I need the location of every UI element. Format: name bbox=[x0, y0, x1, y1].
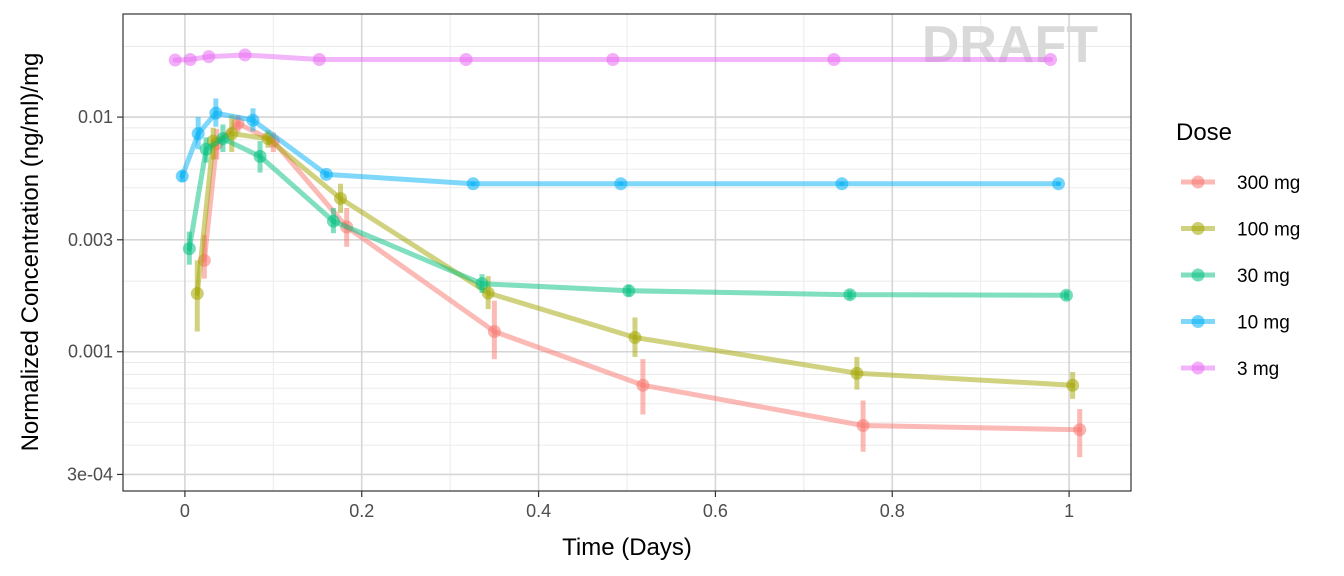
data-point bbox=[466, 177, 480, 191]
y-tick-label: 3e-04 bbox=[67, 464, 113, 484]
series-layer bbox=[168, 48, 1087, 458]
legend-item-10mg: 10 mg bbox=[1181, 313, 1290, 334]
x-tick-label: 0 bbox=[180, 501, 190, 521]
plot-panel-border bbox=[122, 13, 1132, 492]
y-tick-label: 0.003 bbox=[68, 230, 113, 250]
data-point bbox=[190, 287, 204, 301]
legend-label: 100 mg bbox=[1237, 220, 1300, 241]
x-tick-label: 0.6 bbox=[703, 501, 728, 521]
legend-key-point bbox=[1191, 222, 1205, 235]
data-point bbox=[168, 53, 182, 67]
data-point bbox=[182, 242, 196, 256]
data-point bbox=[622, 284, 636, 298]
data-point bbox=[827, 52, 841, 66]
legend-key-point bbox=[1191, 268, 1205, 282]
data-point bbox=[246, 113, 260, 127]
legend: Dose 300 mg 100 mg 30 mg 10 mg 3 mg bbox=[1176, 119, 1300, 380]
data-point bbox=[1066, 378, 1080, 392]
x-axis-title: Time (Days) bbox=[562, 534, 692, 561]
data-point bbox=[1044, 52, 1058, 66]
x-tick-label: 0.8 bbox=[880, 501, 905, 521]
y-tick-label: 0.001 bbox=[68, 342, 113, 362]
legend-key-point bbox=[1191, 175, 1205, 189]
y-axis-title: Normalized Concentration (ng/ml)/mg bbox=[17, 53, 44, 452]
watermark: DRAFT bbox=[922, 16, 1098, 74]
data-point bbox=[326, 214, 340, 228]
x-tick-label: 0.4 bbox=[526, 501, 551, 521]
data-point bbox=[202, 50, 216, 64]
data-point bbox=[614, 177, 628, 191]
x-tick-label: 0.2 bbox=[349, 501, 374, 521]
data-point bbox=[175, 169, 189, 183]
data-point bbox=[1073, 423, 1087, 437]
data-point bbox=[183, 52, 197, 66]
data-point bbox=[334, 191, 348, 205]
data-point bbox=[843, 288, 857, 302]
legend-key-point bbox=[1191, 315, 1205, 328]
data-point bbox=[475, 277, 489, 291]
legend-item-100mg: 100 mg bbox=[1181, 220, 1300, 241]
data-point bbox=[238, 48, 252, 62]
data-point bbox=[319, 167, 333, 181]
data-point bbox=[636, 378, 650, 392]
y-tick-label: 0.01 bbox=[78, 107, 113, 127]
data-point bbox=[856, 418, 870, 432]
legend-label: 30 mg bbox=[1237, 266, 1290, 287]
data-point bbox=[209, 106, 223, 120]
data-point bbox=[481, 286, 495, 300]
data-point bbox=[459, 52, 473, 66]
legend-item-3mg: 3 mg bbox=[1181, 359, 1279, 380]
legend-item-300mg: 300 mg bbox=[1181, 173, 1300, 194]
data-point bbox=[628, 331, 642, 345]
axes: 0 0.2 0.4 0.6 0.8 1 0.01 0.003 0.001 3e-04 bbox=[67, 107, 1074, 521]
data-point bbox=[850, 366, 864, 380]
data-point bbox=[253, 149, 267, 163]
legend-key-point bbox=[1191, 361, 1205, 375]
series-30mg bbox=[182, 124, 1073, 302]
legend-label: 300 mg bbox=[1237, 173, 1300, 194]
data-point bbox=[1051, 177, 1065, 191]
data-point bbox=[1059, 288, 1073, 302]
data-point bbox=[487, 324, 501, 338]
data-point bbox=[216, 132, 230, 146]
legend-label: 3 mg bbox=[1237, 359, 1279, 380]
data-point bbox=[199, 142, 213, 156]
data-point bbox=[191, 127, 205, 141]
data-point bbox=[312, 52, 326, 66]
legend-title: Dose bbox=[1176, 119, 1232, 146]
series-10mg bbox=[175, 98, 1065, 191]
data-point bbox=[606, 52, 620, 66]
legend-item-30mg: 30 mg bbox=[1181, 266, 1290, 287]
series-3mg bbox=[168, 48, 1058, 67]
grid-lines bbox=[123, 14, 1131, 491]
data-point bbox=[835, 177, 849, 191]
x-tick-label: 1 bbox=[1064, 501, 1074, 521]
legend-label: 10 mg bbox=[1237, 313, 1290, 334]
